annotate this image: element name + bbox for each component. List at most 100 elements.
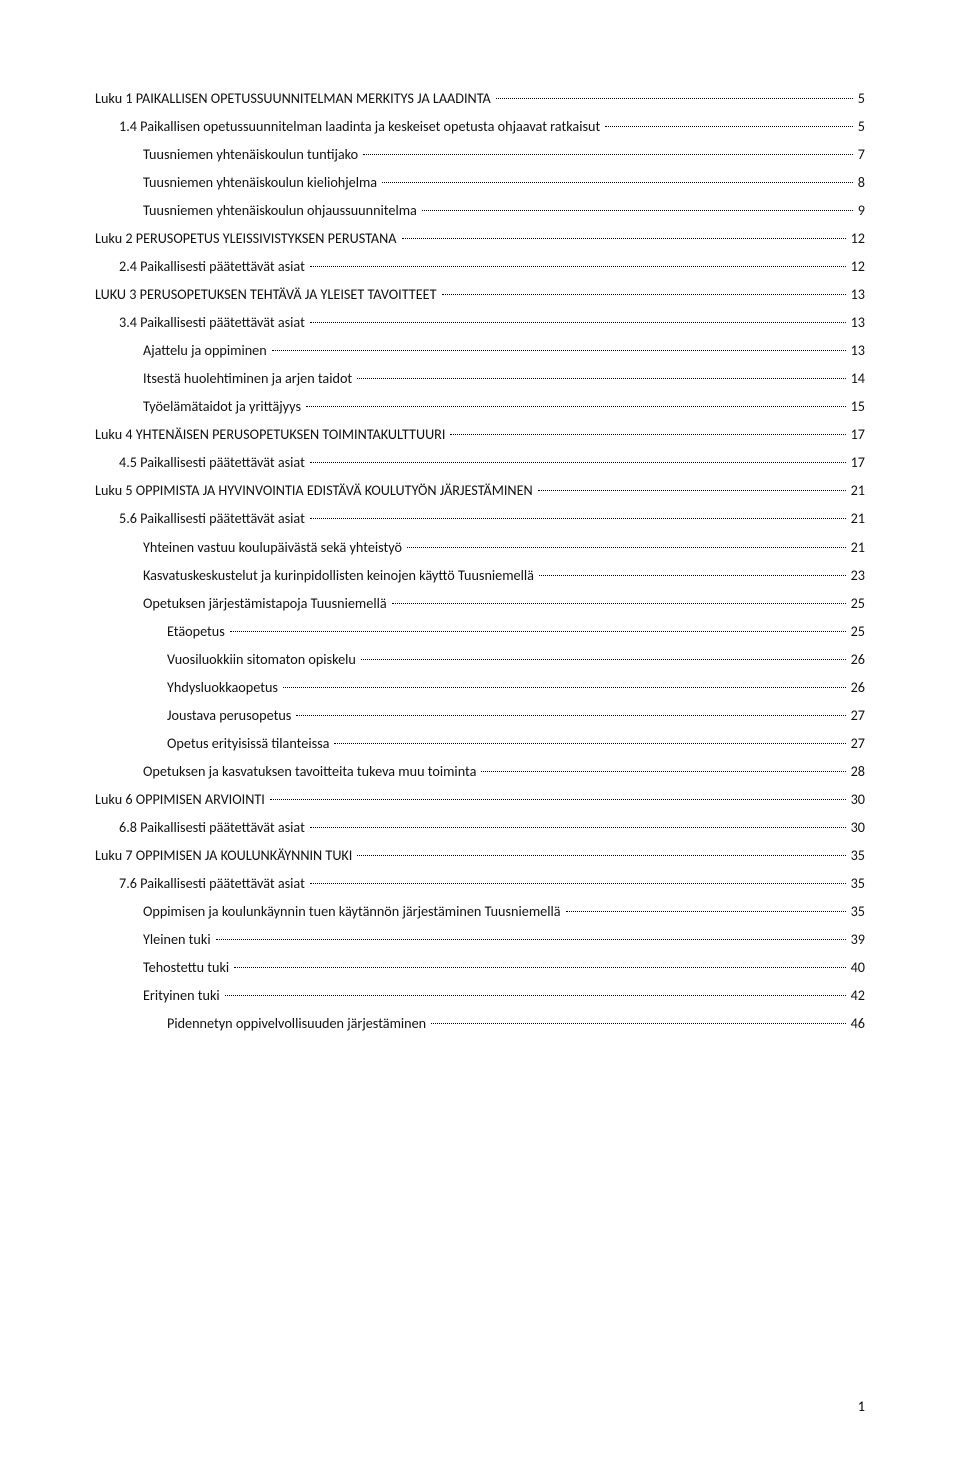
toc-label: 4.5 Paikallisesti päätettävät asiat [119,454,308,471]
toc-entry[interactable]: Luku 2 PERUSOPETUS YLEISSIVISTYKSEN PERU… [95,230,865,247]
toc-entry[interactable]: 3.4 Paikallisesti päätettävät asiat13 [95,314,865,331]
toc-label: 7.6 Paikallisesti päätettävät asiat [119,875,308,892]
toc-page-number: 35 [848,847,865,864]
toc-leader-dots [539,575,846,576]
toc-label: 5.6 Paikallisesti päätettävät asiat [119,510,308,527]
toc-entry[interactable]: 2.4 Paikallisesti päätettävät asiat 12 [95,258,865,275]
toc-label: 1.4 Paikallisen opetussuunnitelman laadi… [119,118,603,135]
toc-entry[interactable]: 4.5 Paikallisesti päätettävät asiat 17 [95,454,865,471]
toc-entry[interactable]: Luku 1 PAIKALLISEN OPETUSSUUNNITELMAN ME… [95,90,865,107]
toc-page-number: 35 [848,903,865,920]
toc-leader-dots [496,98,853,99]
toc-page-number: 12 [848,258,865,275]
toc-entry[interactable]: Kasvatuskeskustelut ja kurinpidollisten … [95,567,865,584]
toc-page-number: 13 [848,342,865,359]
toc-entry[interactable]: Tuusniemen yhtenäiskoulun kieliohjelma8 [95,174,865,191]
toc-label: Joustava perusopetus [167,707,294,724]
toc-entry[interactable]: 5.6 Paikallisesti päätettävät asiat21 [95,510,865,527]
toc-entry[interactable]: Tuusniemen yhtenäiskoulun tuntijako7 [95,146,865,163]
toc-page-number: 21 [848,482,865,499]
toc-label: Yleinen tuki [143,931,214,948]
toc-label: 2.4 Paikallisesti päätettävät asiat [119,258,308,275]
toc-entry[interactable]: Luku 6 OPPIMISEN ARVIOINTI 30 [95,791,865,808]
toc-entry[interactable]: Yleinen tuki 39 [95,931,865,948]
toc-entry[interactable]: Yhdysluokkaopetus26 [95,679,865,696]
toc-entry[interactable]: Oppimisen ja koulunkäynnin tuen käytännö… [95,903,865,920]
toc-label: Tuusniemen yhtenäiskoulun tuntijako [143,146,361,163]
toc-leader-dots [310,266,846,267]
toc-leader-dots [216,939,846,940]
toc-leader-dots [230,631,846,632]
toc-label: Yhteinen vastuu koulupäivästä sekä yhtei… [143,539,405,556]
toc-page-number: 25 [848,595,865,612]
toc-page-number: 26 [848,679,865,696]
toc-entry[interactable]: Erityinen tuki42 [95,987,865,1004]
toc-entry[interactable]: Vuosiluokkiin sitomaton opiskelu26 [95,651,865,668]
toc-entry[interactable]: LUKU 3 PERUSOPETUKSEN TEHTÄVÄ JA YLEISET… [95,286,865,303]
toc-entry[interactable]: Luku 7 OPPIMISEN JA KOULUNKÄYNNIN TUKI 35 [95,847,865,864]
toc-label: Ajattelu ja oppiminen [143,342,270,359]
toc-leader-dots [310,462,846,463]
toc-page-number: 27 [848,707,865,724]
toc-entry[interactable]: Tuusniemen yhtenäiskoulun ohjaussuunnite… [95,202,865,219]
toc-label: Luku 2 PERUSOPETUS YLEISSIVISTYKSEN PERU… [95,230,400,247]
toc-page-number: 12 [848,230,865,247]
toc-page-number: 17 [848,454,865,471]
toc-leader-dots [605,126,853,127]
toc-leader-dots [382,182,853,183]
toc-label: 6.8 Paikallisesti päätettävät asiat [119,819,308,836]
toc-leader-dots [283,687,846,688]
page-number: 1 [858,1397,865,1415]
toc-label: Luku 4 YHTENÄISEN PERUSOPETUKSEN TOIMINT… [95,426,448,443]
toc-entry[interactable]: Tehostettu tuki 40 [95,959,865,976]
toc-leader-dots [296,715,845,716]
toc-entry[interactable]: 7.6 Paikallisesti päätettävät asiat35 [95,875,865,892]
toc-list: Luku 1 PAIKALLISEN OPETUSSUUNNITELMAN ME… [95,90,865,1032]
toc-leader-dots [310,883,846,884]
toc-entry[interactable]: Luku 5 OPPIMISTA JA HYVINVOINTIA EDISTÄV… [95,482,865,499]
toc-label: Luku 6 OPPIMISEN ARVIOINTI [95,791,268,808]
toc-label: Tuusniemen yhtenäiskoulun ohjaussuunnite… [143,202,420,219]
toc-entry[interactable]: Joustava perusopetus 27 [95,707,865,724]
toc-page-number: 9 [855,202,865,219]
toc-leader-dots [334,743,845,744]
toc-page: Luku 1 PAIKALLISEN OPETUSSUUNNITELMAN ME… [0,0,960,1460]
toc-label: Vuosiluokkiin sitomaton opiskelu [167,651,359,668]
toc-leader-dots [431,1023,845,1024]
toc-entry[interactable]: 6.8 Paikallisesti päätettävät asiat30 [95,819,865,836]
toc-leader-dots [361,659,846,660]
toc-label: Opetuksen järjestämistapoja Tuusniemellä [143,595,390,612]
toc-entry[interactable]: Itsestä huolehtiminen ja arjen taidot14 [95,370,865,387]
toc-entry[interactable]: Yhteinen vastuu koulupäivästä sekä yhtei… [95,539,865,556]
toc-page-number: 28 [848,763,865,780]
toc-entry[interactable]: Pidennetyn oppivelvollisuuden järjestämi… [95,1015,865,1032]
toc-entry[interactable]: Etäopetus25 [95,623,865,640]
toc-leader-dots [310,322,846,323]
toc-entry[interactable]: Työelämätaidot ja yrittäjyys15 [95,398,865,415]
toc-entry[interactable]: Ajattelu ja oppiminen 13 [95,342,865,359]
toc-page-number: 17 [848,426,865,443]
toc-leader-dots [402,238,846,239]
toc-page-number: 15 [848,398,865,415]
toc-page-number: 39 [848,931,865,948]
toc-page-number: 30 [848,791,865,808]
toc-entry[interactable]: Opetus erityisissä tilanteissa27 [95,735,865,752]
toc-label: Luku 5 OPPIMISTA JA HYVINVOINTIA EDISTÄV… [95,482,536,499]
toc-page-number: 23 [848,567,865,584]
toc-leader-dots [357,855,845,856]
toc-entry[interactable]: Opetuksen ja kasvatuksen tavoitteita tuk… [95,763,865,780]
toc-page-number: 14 [848,370,865,387]
toc-page-number: 21 [848,539,865,556]
toc-leader-dots [306,406,846,407]
toc-entry[interactable]: 1.4 Paikallisen opetussuunnitelman laadi… [95,118,865,135]
toc-entry[interactable]: Luku 4 YHTENÄISEN PERUSOPETUKSEN TOIMINT… [95,426,865,443]
toc-page-number: 42 [848,987,865,1004]
toc-label: Tehostettu tuki [143,959,232,976]
toc-label: Etäopetus [167,623,228,640]
toc-leader-dots [310,518,846,519]
toc-label: Pidennetyn oppivelvollisuuden järjestämi… [167,1015,429,1032]
toc-page-number: 40 [848,959,865,976]
toc-label: Luku 7 OPPIMISEN JA KOULUNKÄYNNIN TUKI [95,847,355,864]
toc-label: Opetus erityisissä tilanteissa [167,735,332,752]
toc-entry[interactable]: Opetuksen järjestämistapoja Tuusniemellä… [95,595,865,612]
